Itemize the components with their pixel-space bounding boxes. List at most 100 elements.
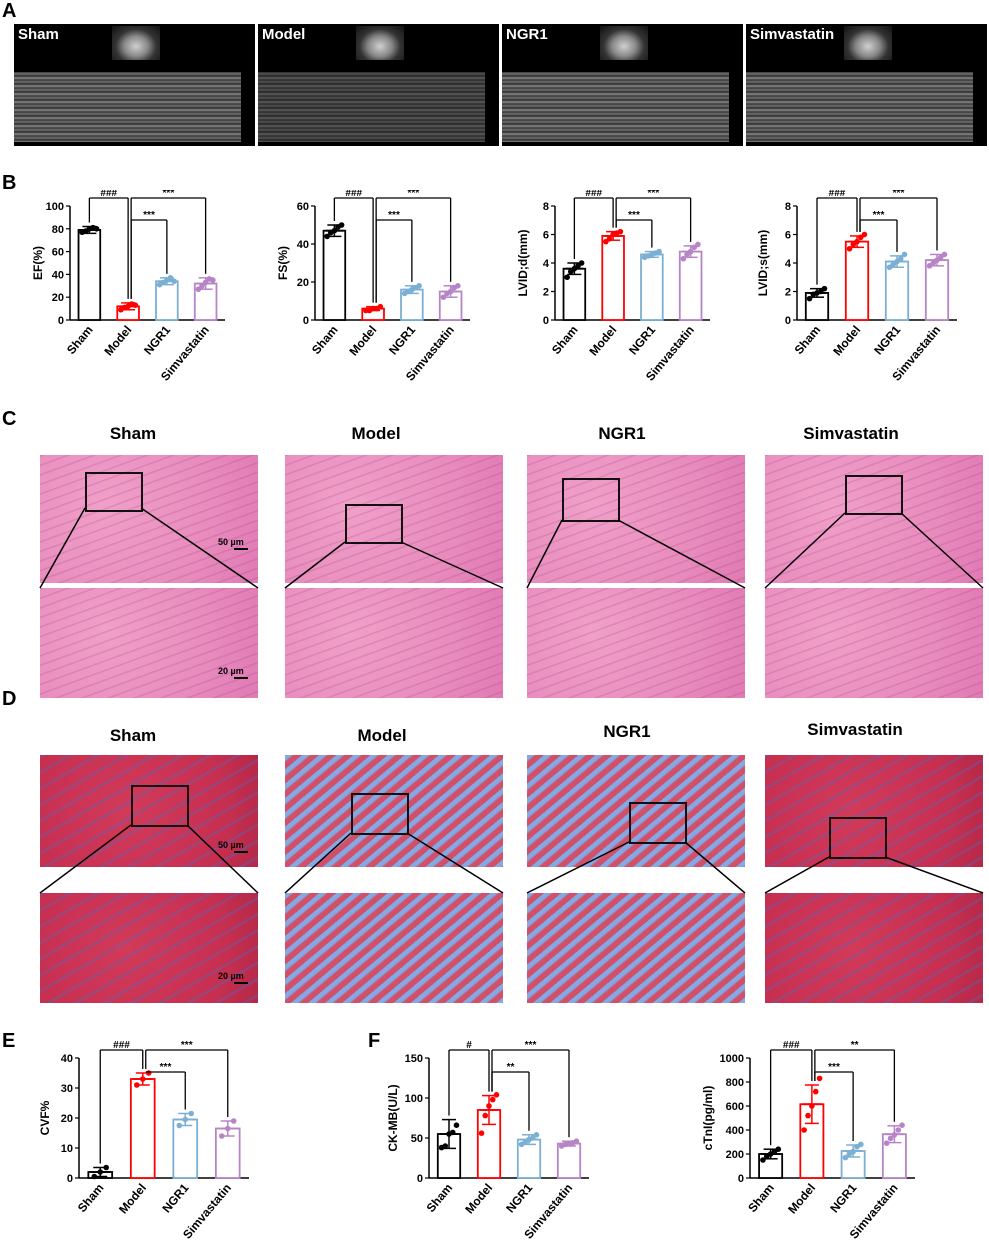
zoom-connector-line — [526, 841, 630, 894]
data-point — [806, 295, 813, 302]
he-image-simvastatin-low — [765, 455, 983, 583]
data-point — [812, 1088, 819, 1095]
panel-letter-e: E — [2, 1030, 16, 1052]
data-point — [493, 1092, 500, 1098]
zoom-connector-line — [900, 512, 984, 589]
y-axis-label: FS(%) — [276, 246, 290, 280]
data-point — [564, 274, 570, 281]
mt-image-simvastatin-high — [765, 893, 983, 1003]
significance-label: *** — [163, 190, 175, 199]
echo-depth-scale — [973, 72, 987, 142]
he-image-simvastatin-high — [765, 588, 983, 698]
data-point — [230, 1118, 237, 1124]
data-point — [695, 241, 701, 248]
y-tick-label: 600 — [726, 1101, 744, 1113]
significance-label: ### — [783, 1040, 800, 1051]
echo-depth-scale — [729, 72, 743, 142]
data-point — [809, 1103, 815, 1109]
data-point — [219, 1133, 225, 1139]
zoom-connector-line — [617, 519, 746, 589]
y-tick-label: 6 — [543, 230, 549, 242]
mt-image-sham-high: 20 µm — [40, 893, 258, 1003]
y-tick-label: 10 — [61, 1143, 73, 1155]
zoom-connector-line — [764, 856, 830, 894]
y-tick-label: 2 — [785, 287, 791, 299]
bar — [129, 1078, 156, 1179]
data-point — [440, 294, 447, 300]
data-point — [486, 1103, 492, 1109]
zoom-connector-line — [406, 832, 504, 894]
y-tick-label: 0 — [67, 1173, 73, 1185]
data-point — [324, 233, 330, 240]
scalebar-label: 50 µm — [218, 840, 244, 850]
panel-letter-c: C — [2, 408, 17, 430]
significance-label: ### — [100, 190, 117, 199]
data-point — [442, 1143, 449, 1149]
echo-label-ngr1: NGR1 — [506, 26, 548, 43]
significance-label: ** — [851, 1040, 859, 1051]
significance-label: *** — [160, 1062, 172, 1073]
data-point — [416, 283, 422, 289]
echo-depth-scale — [241, 72, 255, 142]
significance-label: ** — [507, 1062, 515, 1073]
x-tick-label: Model — [785, 1181, 818, 1217]
data-point — [202, 279, 209, 286]
zoom-connector-line — [39, 824, 132, 894]
bar — [172, 1118, 199, 1179]
data-point — [132, 302, 139, 308]
significance-label: # — [466, 1040, 472, 1051]
scalebar-50um: 50 µm — [218, 840, 248, 853]
echo-thumbnail — [112, 26, 160, 60]
y-tick-label: 2 — [543, 287, 549, 299]
y-tick-label: 4 — [785, 258, 792, 270]
significance-label: *** — [143, 210, 155, 221]
he-title-simvastatin: Simvastatin — [803, 424, 899, 443]
data-point — [182, 1116, 189, 1123]
echo-mmode-trace — [14, 72, 241, 142]
y-tick-label: 50 — [411, 1133, 423, 1145]
scalebar-label: 20 µm — [218, 666, 244, 676]
data-point — [188, 1110, 194, 1117]
data-point — [850, 1148, 856, 1155]
data-point — [91, 1173, 98, 1180]
zoom-box — [562, 478, 620, 522]
scalebar-20um: 20 µm — [218, 971, 248, 984]
data-point — [453, 1122, 460, 1128]
y-tick-label: 8 — [785, 201, 791, 213]
data-point — [887, 1135, 894, 1142]
data-point — [195, 286, 202, 293]
mt-title-model: Model — [357, 726, 407, 745]
y-tick-label: 20 — [61, 1113, 73, 1125]
y-tick-label: 100 — [46, 201, 64, 213]
zoom-connector-line — [284, 541, 346, 589]
data-point — [455, 283, 461, 289]
he-image-model-high — [285, 588, 503, 698]
zoom-box — [131, 785, 189, 827]
zoom-connector-line — [884, 856, 984, 894]
zoom-connector-line — [684, 841, 746, 894]
panel-letter-b: B — [2, 172, 17, 194]
data-point — [210, 277, 216, 283]
zoom-connector-line — [526, 519, 563, 589]
data-point — [897, 255, 904, 262]
zoom-box — [345, 504, 403, 544]
significance-label: *** — [181, 1040, 193, 1051]
y-tick-label: 150 — [405, 1053, 423, 1065]
data-point — [331, 227, 338, 234]
y-tick-label: 0 — [543, 315, 549, 327]
data-point — [478, 1130, 485, 1136]
significance-label: ### — [345, 190, 362, 199]
mt-title-sham: Sham — [109, 726, 157, 745]
data-point — [687, 248, 694, 255]
data-point — [97, 1169, 104, 1175]
he-image-model-low — [285, 455, 503, 583]
x-tick-label: Sham — [424, 1181, 456, 1215]
echo-thumbnail — [356, 26, 404, 60]
mt-image-ngr1-high — [527, 893, 745, 1003]
y-tick-label: 40 — [297, 239, 309, 251]
data-point — [145, 1070, 152, 1076]
y-tick-label: 6 — [785, 230, 791, 242]
